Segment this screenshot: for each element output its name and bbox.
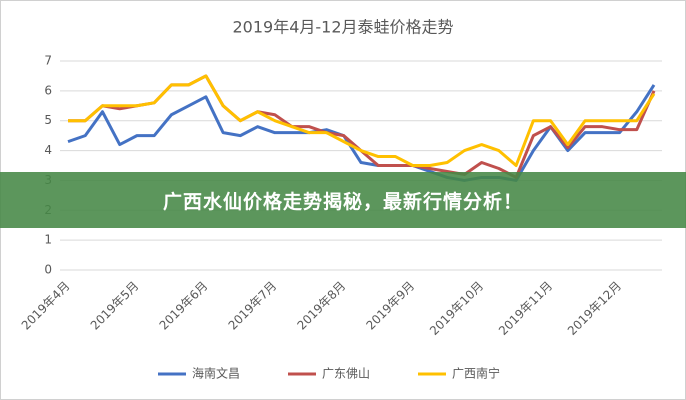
chart-title: 2019年4月-12月泰蛙价格走势	[232, 18, 453, 37]
legend-label: 海南文昌	[192, 366, 240, 381]
legend-label: 广西南宁	[452, 366, 500, 381]
y-tick-label: 6	[44, 83, 52, 97]
y-tick-label: 7	[44, 54, 52, 68]
y-tick-label: 5	[44, 113, 52, 127]
line-series	[68, 74, 656, 167]
legend-label: 广东佛山	[322, 367, 370, 381]
y-tick-label: 4	[44, 143, 52, 157]
y-tick-label: 1	[44, 233, 52, 247]
banner: 广西水仙价格走势揭秘，最新行情分析！	[0, 172, 686, 228]
y-tick-label: 0	[44, 263, 52, 277]
